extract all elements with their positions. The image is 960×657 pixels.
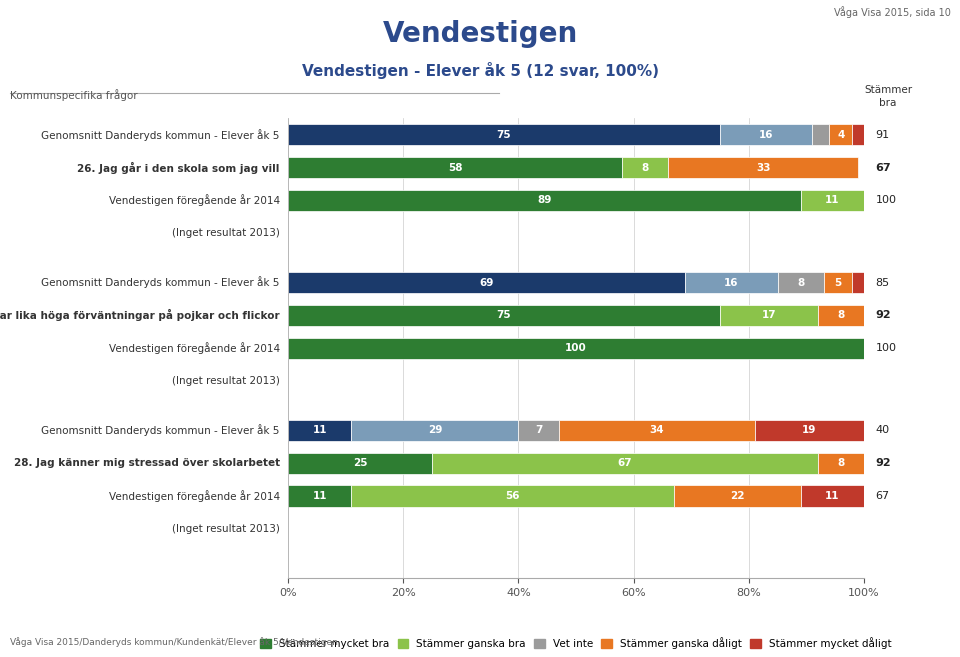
Text: Genomsnitt Danderyds kommun - Elever åk 5: Genomsnitt Danderyds kommun - Elever åk … (41, 277, 279, 288)
Bar (288, 305, 720, 326)
Text: 11: 11 (825, 195, 840, 206)
Bar (288, 157, 622, 178)
Text: 25: 25 (352, 458, 368, 468)
Text: Kommunspecifika frågor: Kommunspecifika frågor (10, 89, 137, 101)
Text: 8: 8 (837, 310, 845, 321)
Bar (432, 453, 818, 474)
Text: Våga Visa 2015, sida 10: Våga Visa 2015, sida 10 (833, 7, 950, 18)
Text: 67: 67 (876, 162, 891, 173)
Text: Genomsnitt Danderyds kommun - Elever åk 5: Genomsnitt Danderyds kommun - Elever åk … (41, 424, 279, 436)
Text: Vendestigen föregående år 2014: Vendestigen föregående år 2014 (108, 342, 279, 354)
Text: 91: 91 (876, 129, 890, 140)
Text: 5: 5 (834, 277, 842, 288)
Text: 100: 100 (876, 343, 897, 353)
Text: 75: 75 (496, 310, 512, 321)
Bar (288, 486, 351, 507)
Text: 17: 17 (761, 310, 777, 321)
Bar (818, 453, 864, 474)
Bar (852, 272, 864, 293)
Text: 58: 58 (447, 162, 463, 173)
Bar (288, 453, 432, 474)
Bar (818, 305, 864, 326)
Text: 16: 16 (724, 277, 739, 288)
Bar (801, 486, 864, 507)
Bar (288, 420, 351, 441)
Bar (674, 486, 801, 507)
Text: Våga Visa 2015/Danderyds kommun/Kundenkät/Elever åk 5/Vendestigen: Våga Visa 2015/Danderyds kommun/Kundenkä… (10, 637, 338, 647)
Bar (801, 190, 864, 211)
Text: 40: 40 (876, 425, 890, 436)
Text: 22: 22 (730, 491, 745, 501)
Text: 28. Jag känner mig stressad över skolarbetet: 28. Jag känner mig stressad över skolarb… (13, 458, 279, 468)
Text: (Inget resultat 2013): (Inget resultat 2013) (172, 524, 279, 534)
Bar (288, 190, 801, 211)
Text: 69: 69 (480, 277, 493, 288)
Text: 8: 8 (837, 458, 845, 468)
Bar (755, 420, 864, 441)
Text: Genomsnitt Danderyds kommun - Elever åk 5: Genomsnitt Danderyds kommun - Elever åk … (41, 129, 279, 141)
Text: Vendestigen: Vendestigen (382, 20, 578, 48)
Text: 100: 100 (876, 195, 897, 206)
Bar (288, 124, 720, 145)
Bar (559, 420, 755, 441)
Text: Vendestigen föregående år 2014: Vendestigen föregående år 2014 (108, 490, 279, 502)
Bar (518, 420, 559, 441)
Text: 16: 16 (758, 129, 774, 140)
Bar (824, 272, 852, 293)
Bar (668, 157, 858, 178)
Bar (720, 124, 812, 145)
Text: 92: 92 (876, 458, 891, 468)
Text: 67: 67 (617, 458, 633, 468)
Bar (622, 157, 668, 178)
Bar (829, 124, 852, 145)
Text: 33: 33 (756, 162, 771, 173)
Text: 56: 56 (505, 491, 520, 501)
Text: 75: 75 (496, 129, 512, 140)
Text: Stämmer
bra: Stämmer bra (864, 85, 912, 108)
Text: 92: 92 (876, 310, 891, 321)
Text: Vendestigen föregående år 2014: Vendestigen föregående år 2014 (108, 194, 279, 206)
Text: Vendestigen - Elever åk 5 (12 svar, 100%): Vendestigen - Elever åk 5 (12 svar, 100%… (301, 62, 659, 79)
Bar (812, 124, 829, 145)
Bar (720, 305, 818, 326)
Bar (351, 486, 674, 507)
Text: 19: 19 (803, 425, 816, 436)
Legend: Stämmer mycket bra, Stämmer ganska bra, Vet inte, Stämmer ganska dåligt, Stämmer: Stämmer mycket bra, Stämmer ganska bra, … (256, 633, 896, 654)
Text: 8: 8 (641, 162, 649, 173)
Text: 85: 85 (876, 277, 890, 288)
Bar (685, 272, 778, 293)
Text: 100: 100 (565, 343, 587, 353)
Text: 67: 67 (876, 491, 890, 501)
Text: 89: 89 (538, 195, 551, 206)
Text: 7: 7 (535, 425, 542, 436)
Bar (288, 338, 864, 359)
Text: (Inget resultat 2013): (Inget resultat 2013) (172, 228, 279, 238)
Bar (852, 124, 864, 145)
Text: 34: 34 (649, 425, 664, 436)
Text: 29: 29 (428, 425, 442, 436)
Text: 11: 11 (312, 425, 327, 436)
Text: 11: 11 (825, 491, 840, 501)
Bar (288, 272, 685, 293)
Text: 11: 11 (312, 491, 327, 501)
Bar (351, 420, 518, 441)
Text: 27. Mina lärare har lika höga förväntningar på pojkar och flickor: 27. Mina lärare har lika höga förväntnin… (0, 309, 279, 321)
Text: 26. Jag går i den skola som jag vill: 26. Jag går i den skola som jag vill (78, 162, 279, 173)
Text: (Inget resultat 2013): (Inget resultat 2013) (172, 376, 279, 386)
Bar (778, 272, 824, 293)
Text: 8: 8 (797, 277, 804, 288)
Text: 4: 4 (837, 129, 845, 140)
